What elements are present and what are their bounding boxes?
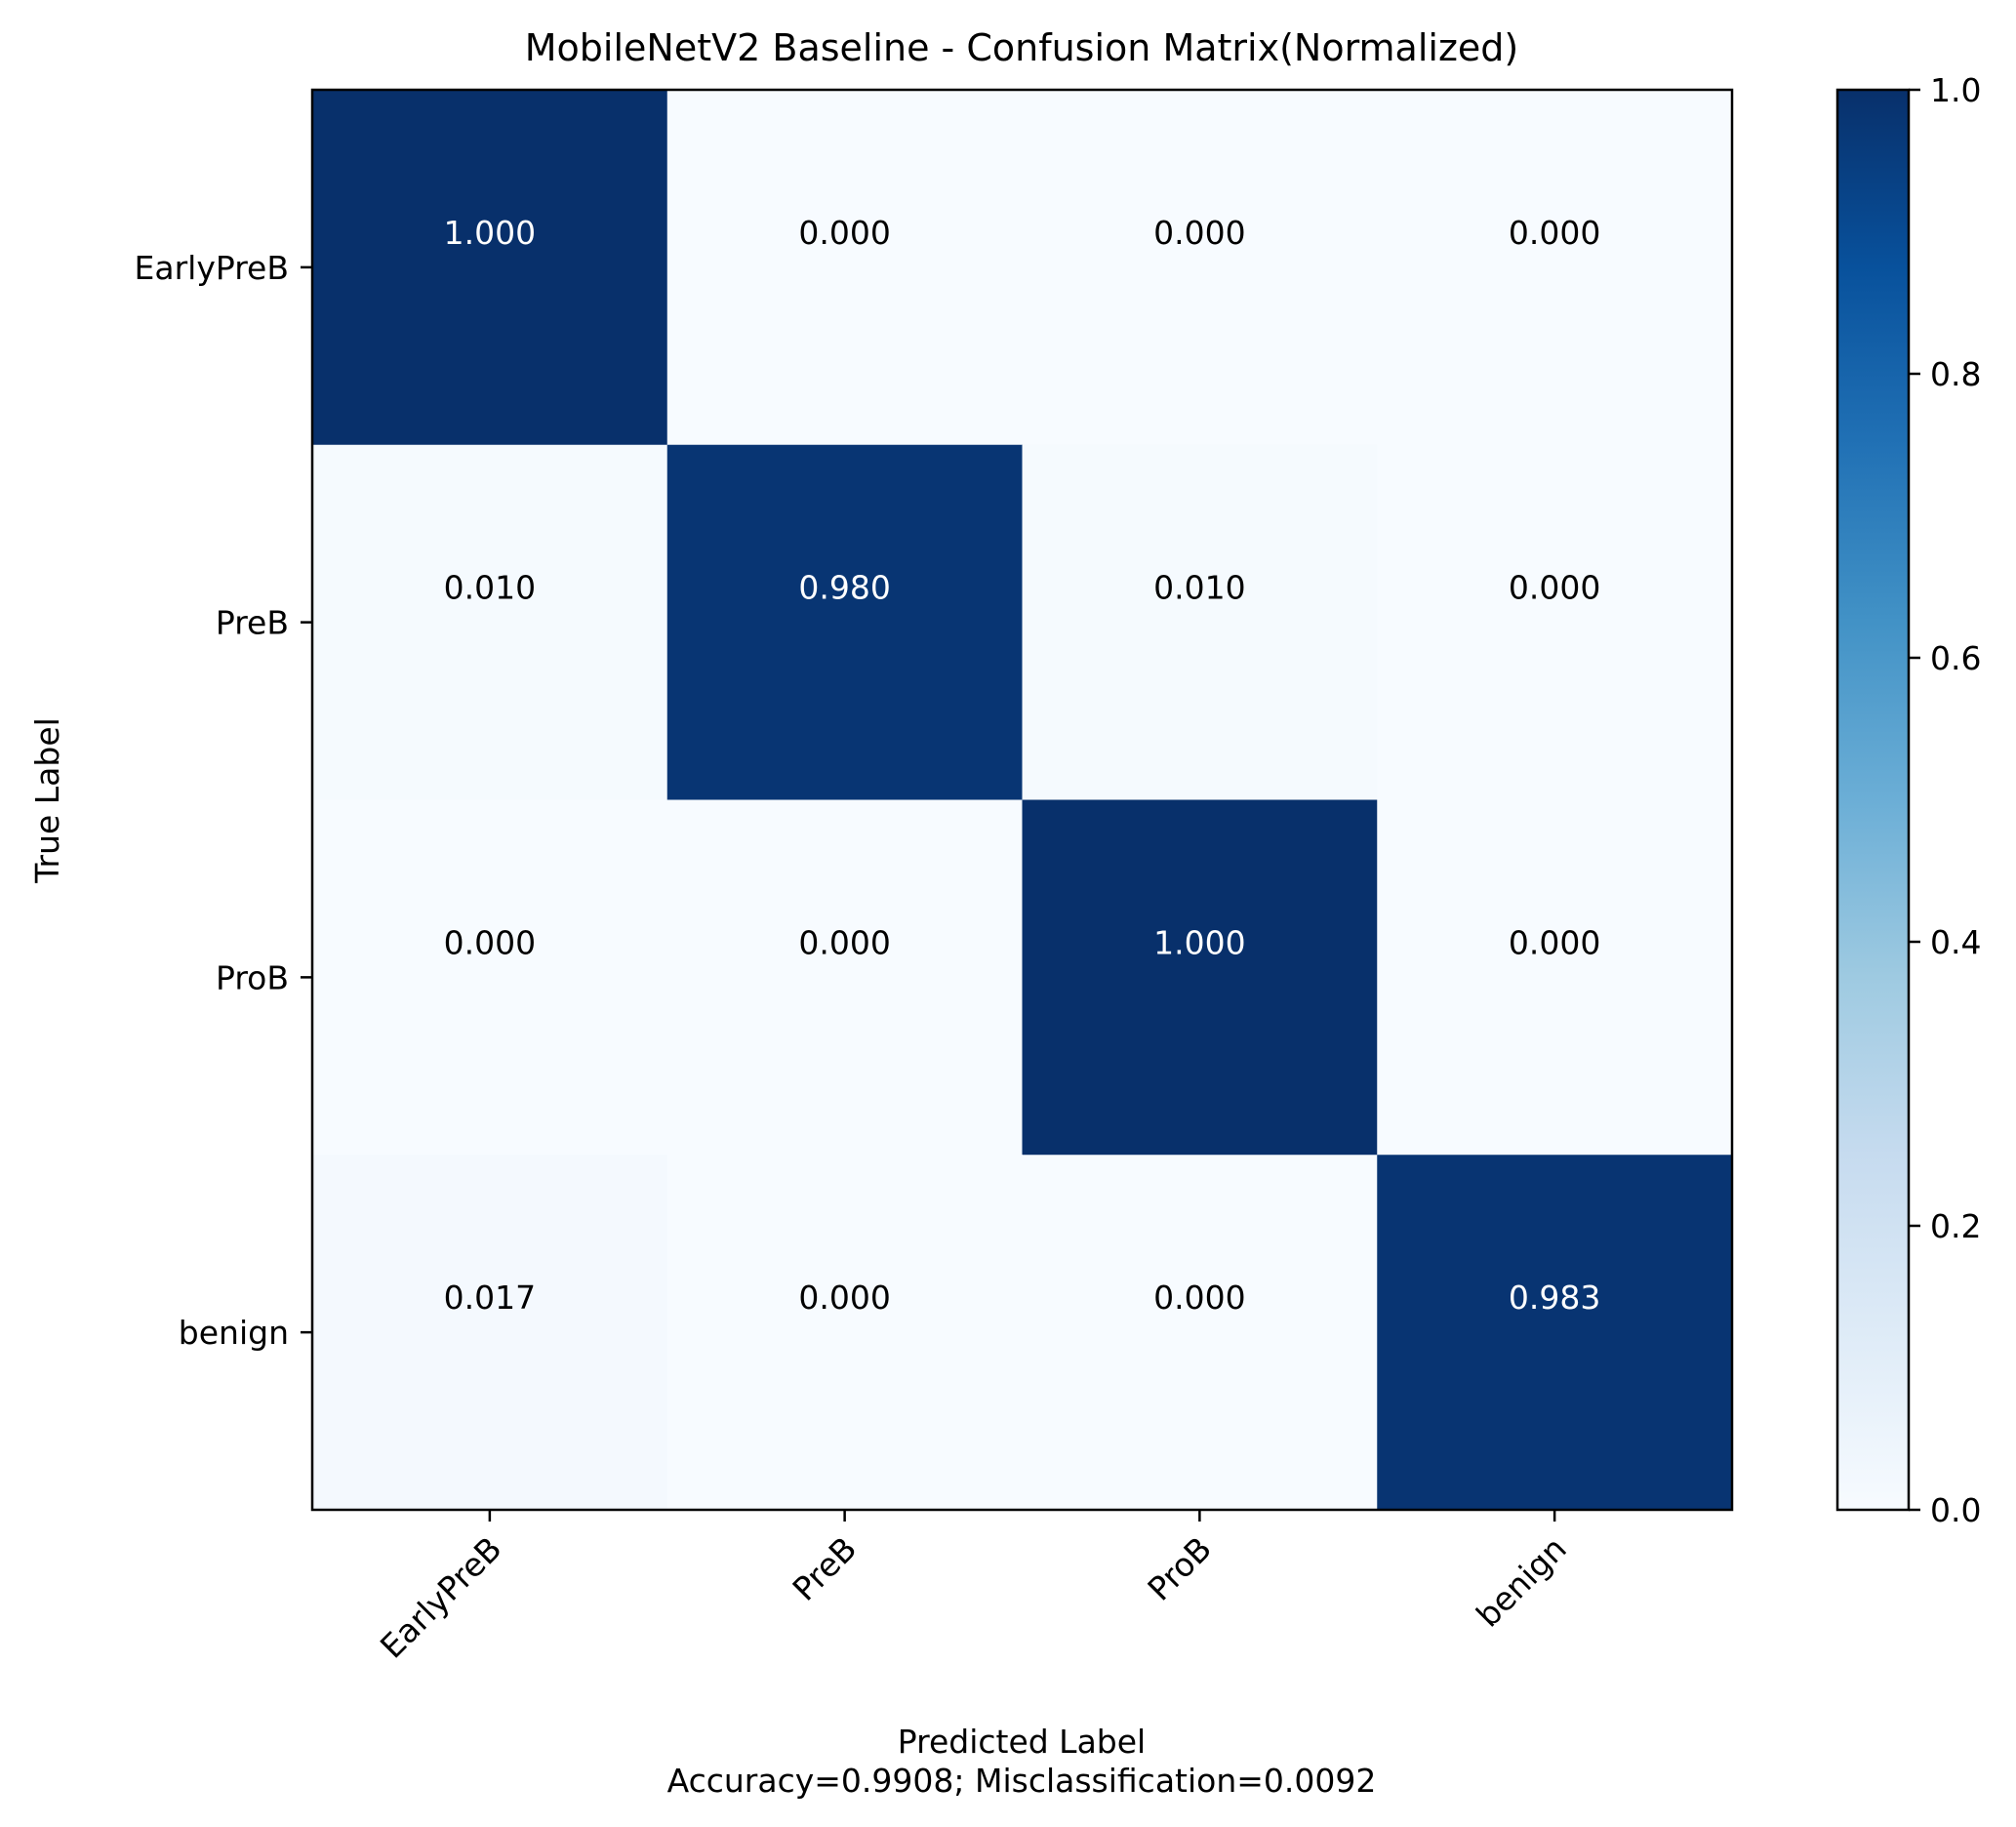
cell-value-label: 0.000 (798, 923, 890, 961)
heatmap-cell (666, 90, 1023, 446)
heatmap-cell (666, 1155, 1023, 1511)
x-tick-label: EarlyPreB (373, 1529, 509, 1666)
y-tick-label: benign (179, 1314, 289, 1352)
cell-value-label: 0.010 (1153, 569, 1245, 607)
y-tick-label: PreB (216, 604, 289, 642)
colorbar-tick-label: 0.8 (1930, 355, 1981, 393)
plot-frame (310, 88, 1734, 1512)
colorbar-tick-label: 0.6 (1930, 639, 1981, 677)
cell-value-label: 0.000 (444, 923, 536, 961)
cell-value-label: 0.000 (1509, 214, 1600, 252)
colorbar (1837, 90, 1909, 1510)
heatmap-cell (1377, 90, 1733, 446)
cell-value-label: 0.017 (444, 1279, 536, 1317)
heatmap-cell (1022, 90, 1378, 446)
heatmap-cell (1022, 1155, 1378, 1511)
x-tick-label: ProB (1140, 1529, 1219, 1608)
y-tick-label: ProB (216, 958, 289, 996)
cell-value-label: 0.983 (1509, 1279, 1600, 1317)
heatmap-cell (312, 444, 668, 800)
heatmap-cell (312, 1155, 668, 1511)
cell-value-label: 0.000 (1153, 214, 1245, 252)
heatmap-cell (1022, 799, 1378, 1156)
heatmap-cell (1377, 799, 1733, 1156)
cell-value-label: 0.980 (798, 569, 890, 607)
colorbar-tick-label: 0.0 (1930, 1491, 1981, 1529)
heatmap-cell (312, 799, 668, 1156)
heatmap-cell (1377, 1155, 1733, 1511)
heatmap-cells (312, 90, 1733, 1511)
y-axis-label: True Label (28, 717, 66, 884)
heatmap-cell (666, 444, 1023, 800)
heatmap-cell (1022, 444, 1378, 800)
x-axis-label-subtitle: Accuracy=0.9908; Misclassification=0.009… (667, 1762, 1377, 1800)
y-axis: EarlyPreB PreB ProB benign (135, 249, 312, 1352)
colorbar-tick-label: 0.2 (1930, 1207, 1981, 1245)
colorbar-ticks: 0.0 0.2 0.4 0.6 0.8 1.0 (1909, 71, 1981, 1529)
x-tick-label: benign (1469, 1529, 1574, 1635)
x-axis: EarlyPreB PreB ProB benign (373, 1510, 1574, 1666)
colorbar-tick-label: 1.0 (1930, 71, 1981, 109)
cell-value-label: 0.000 (798, 1279, 890, 1317)
heatmap-cell (1377, 444, 1733, 800)
chart-title: MobileNetV2 Baseline - Confusion Matrix(… (525, 26, 1518, 69)
heatmap-cell (666, 799, 1023, 1156)
heatmap-cell (312, 90, 668, 446)
colorbar-tick-label: 0.4 (1930, 923, 1981, 961)
cell-value-label: 0.000 (1153, 1279, 1245, 1317)
heatmap-value-labels: 1.000 0.000 0.000 0.000 0.010 0.980 0.010 0.000… (444, 214, 1601, 1317)
cell-value-label: 0.000 (798, 214, 890, 252)
cell-value-label: 1.000 (1153, 923, 1245, 961)
cell-value-label: 0.010 (444, 569, 536, 607)
x-axis-label: Predicted Label (898, 1723, 1146, 1761)
y-tick-label: EarlyPreB (135, 249, 289, 287)
cell-value-label: 0.000 (1509, 569, 1600, 607)
cell-value-label: 1.000 (444, 214, 536, 252)
x-tick-label: PreB (786, 1529, 865, 1608)
cell-value-label: 0.000 (1509, 923, 1600, 961)
colorbar-frame (1835, 88, 1911, 1512)
